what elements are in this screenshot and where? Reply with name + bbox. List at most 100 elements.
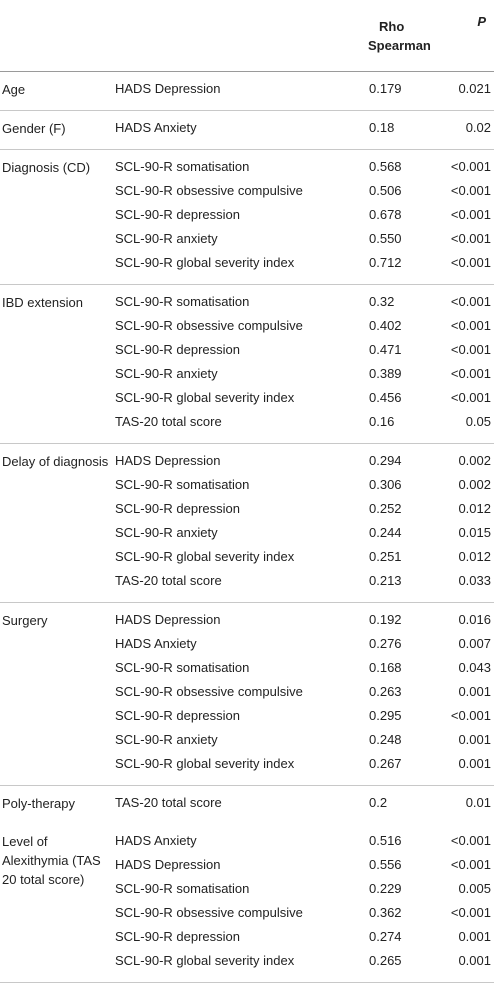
p-value-cell: 0.002 bbox=[458, 477, 491, 492]
table-row: SCL-90-R anxiety 0.244 0.015 bbox=[0, 524, 494, 548]
measure-cell: SCL-90-R somatisation bbox=[115, 294, 250, 309]
table-row: SCL-90-R obsessive compulsive 0.402 <0.001 bbox=[0, 317, 494, 341]
p-value-cell: <0.001 bbox=[450, 294, 491, 309]
rho-cell: 0.244 bbox=[369, 525, 402, 540]
measure-cell: SCL-90-R depression bbox=[115, 708, 241, 723]
table-row: SCL-90-R depression 0.252 0.012 bbox=[0, 500, 494, 524]
table-row: HADS Anxiety 0.276 0.007 bbox=[0, 635, 494, 659]
table-row: SCL-90-R somatisation 0.306 0.002 bbox=[0, 476, 494, 500]
measure-cell: HADS Depression bbox=[115, 453, 221, 468]
group-label: Surgery bbox=[0, 602, 115, 786]
p-value-cell: 0.02 bbox=[435, 110, 494, 150]
measure-cell: SCL-90-R obsessive compulsive bbox=[115, 183, 303, 198]
rho-cell: 0.402 bbox=[369, 318, 402, 333]
table-row: HADS Depression 0.556 <0.001 bbox=[0, 856, 494, 880]
p-value-cell: <0.001 bbox=[450, 159, 491, 174]
measure-cell: SCL-90-R somatisation bbox=[115, 881, 250, 896]
measure-cell: TAS-20 total score bbox=[115, 572, 365, 603]
rho-cell: 0.263 bbox=[369, 684, 402, 699]
p-value-cell: <0.001 bbox=[450, 366, 491, 381]
table-row: TAS-20 total score 0.16 0.05 bbox=[0, 413, 494, 444]
rho-cell: 0.295 bbox=[369, 708, 402, 723]
p-value-cell: 0.033 bbox=[435, 572, 494, 603]
table-row: Poly-therapy TAS-20 total score 0.2 0.01 bbox=[0, 786, 494, 825]
p-value-cell: 0.001 bbox=[435, 755, 494, 786]
table-row: Age HADS Depression 0.179 0.021 bbox=[0, 71, 494, 111]
rho-cell: 0.556 bbox=[369, 857, 402, 872]
p-value-cell: <0.001 bbox=[450, 708, 491, 723]
rho-cell: 0.18 bbox=[365, 110, 435, 150]
table-row: SCL-90-R global severity index 0.712 <0.00… bbox=[0, 254, 494, 285]
rho-cell: 0.229 bbox=[369, 881, 402, 896]
measure-cell: HADS Depression bbox=[115, 857, 221, 872]
p-value-cell: 0.001 bbox=[435, 952, 494, 983]
table-row: SCL-90-R global severity index 0.456 <0.00… bbox=[0, 389, 494, 413]
p-value-cell: <0.001 bbox=[450, 183, 491, 198]
rho-cell: 0.471 bbox=[369, 342, 402, 357]
p-value-cell: 0.043 bbox=[458, 660, 491, 675]
measure-cell: HADS Depression bbox=[115, 612, 221, 627]
p-value-cell: 0.007 bbox=[458, 636, 491, 651]
table-header: Rho Spearman P bbox=[0, 0, 494, 72]
rho-cell: 0.389 bbox=[369, 366, 402, 381]
table-row: SCL-90-R depression 0.471 <0.001 bbox=[0, 341, 494, 365]
table-row: IBD extension SCL-90-R somatisation 0.32 <0… bbox=[0, 284, 494, 444]
measure-cell: SCL-90-R obsessive compulsive bbox=[115, 318, 303, 333]
p-value-cell: <0.001 bbox=[435, 254, 494, 285]
measure-cell: SCL-90-R anxiety bbox=[115, 366, 218, 381]
p-value-cell: 0.005 bbox=[458, 881, 491, 896]
measure-cell: SCL-90-R global severity index bbox=[115, 390, 295, 405]
rho-cell: 0.274 bbox=[369, 929, 402, 944]
table-row: SCL-90-R anxiety 0.550 <0.001 bbox=[0, 230, 494, 254]
measure-cell: SCL-90-R depression bbox=[115, 501, 241, 516]
measure-cell: SCL-90-R global severity index bbox=[115, 952, 365, 983]
measure-cell: HADS Anxiety bbox=[115, 110, 365, 150]
rho-cell: 0.251 bbox=[369, 549, 402, 564]
table-row: Level of Alexithymia (TAS 20 total score… bbox=[0, 824, 494, 983]
rho-cell: 0.168 bbox=[369, 660, 402, 675]
group-label: Poly-therapy bbox=[2, 796, 75, 811]
table-row: SCL-90-R obsessive compulsive 0.263 0.001 bbox=[0, 683, 494, 707]
measure-cell: SCL-90-R somatisation bbox=[115, 477, 250, 492]
p-value-cell: 0.012 bbox=[458, 549, 491, 564]
measure-cell: SCL-90-R depression bbox=[115, 207, 241, 222]
measure-cell: TAS-20 total score bbox=[115, 413, 365, 444]
table-row: SCL-90-R obsessive compulsive 0.362 <0.001 bbox=[0, 904, 494, 928]
measure-cell: SCL-90-R global severity index bbox=[115, 755, 365, 786]
p-value-cell: <0.001 bbox=[450, 833, 491, 848]
measure-cell: SCL-90-R depression bbox=[115, 342, 241, 357]
rho-cell: 0.248 bbox=[369, 732, 402, 747]
rho-cell: 0.568 bbox=[369, 159, 402, 174]
measure-cell: SCL-90-R anxiety bbox=[115, 231, 218, 246]
p-value-cell: 0.001 bbox=[458, 684, 491, 699]
header-row: Rho Spearman P bbox=[0, 0, 494, 72]
table-row: SCL-90-R obsessive compulsive 0.506 <0.001 bbox=[0, 182, 494, 206]
table-row: Diagnosis (CD) SCL-90-R somatisation 0.568… bbox=[0, 149, 494, 285]
p-value-cell: 0.012 bbox=[458, 501, 491, 516]
table-row: SCL-90-R depression 0.295 <0.001 bbox=[0, 707, 494, 731]
rho-cell: 0.516 bbox=[369, 833, 402, 848]
rho-cell: 0.362 bbox=[369, 905, 402, 920]
table-row: SCL-90-R global severity index 0.251 0.012 bbox=[0, 548, 494, 572]
table-row: SCL-90-R anxiety 0.248 0.001 bbox=[0, 731, 494, 755]
p-value-cell: 0.015 bbox=[458, 525, 491, 540]
header-rho-spearman: Rho Spearman bbox=[365, 0, 435, 72]
group-label: Age bbox=[0, 71, 115, 111]
table-row: SCL-90-R depression 0.678 <0.001 bbox=[0, 206, 494, 230]
measure-cell: SCL-90-R anxiety bbox=[115, 732, 218, 747]
rho-cell: 0.294 bbox=[369, 453, 402, 468]
header-p-value: P bbox=[435, 0, 494, 72]
p-value-cell: <0.001 bbox=[450, 857, 491, 872]
p-value-cell: 0.002 bbox=[458, 453, 491, 468]
table-row: Gender (F) HADS Anxiety 0.18 0.02 bbox=[0, 110, 494, 150]
p-value-cell: 0.001 bbox=[458, 929, 491, 944]
table-row: SCL-90-R depression 0.274 0.001 bbox=[0, 928, 494, 952]
table-row: SCL-90-R anxiety 0.389 <0.001 bbox=[0, 365, 494, 389]
p-value-cell: <0.001 bbox=[450, 905, 491, 920]
p-value-cell: 0.021 bbox=[435, 71, 494, 111]
rho-cell: 0.192 bbox=[369, 612, 402, 627]
rho-cell: 0.179 bbox=[365, 71, 435, 111]
rho-cell: 0.252 bbox=[369, 501, 402, 516]
p-value-cell: 0.05 bbox=[435, 413, 494, 444]
